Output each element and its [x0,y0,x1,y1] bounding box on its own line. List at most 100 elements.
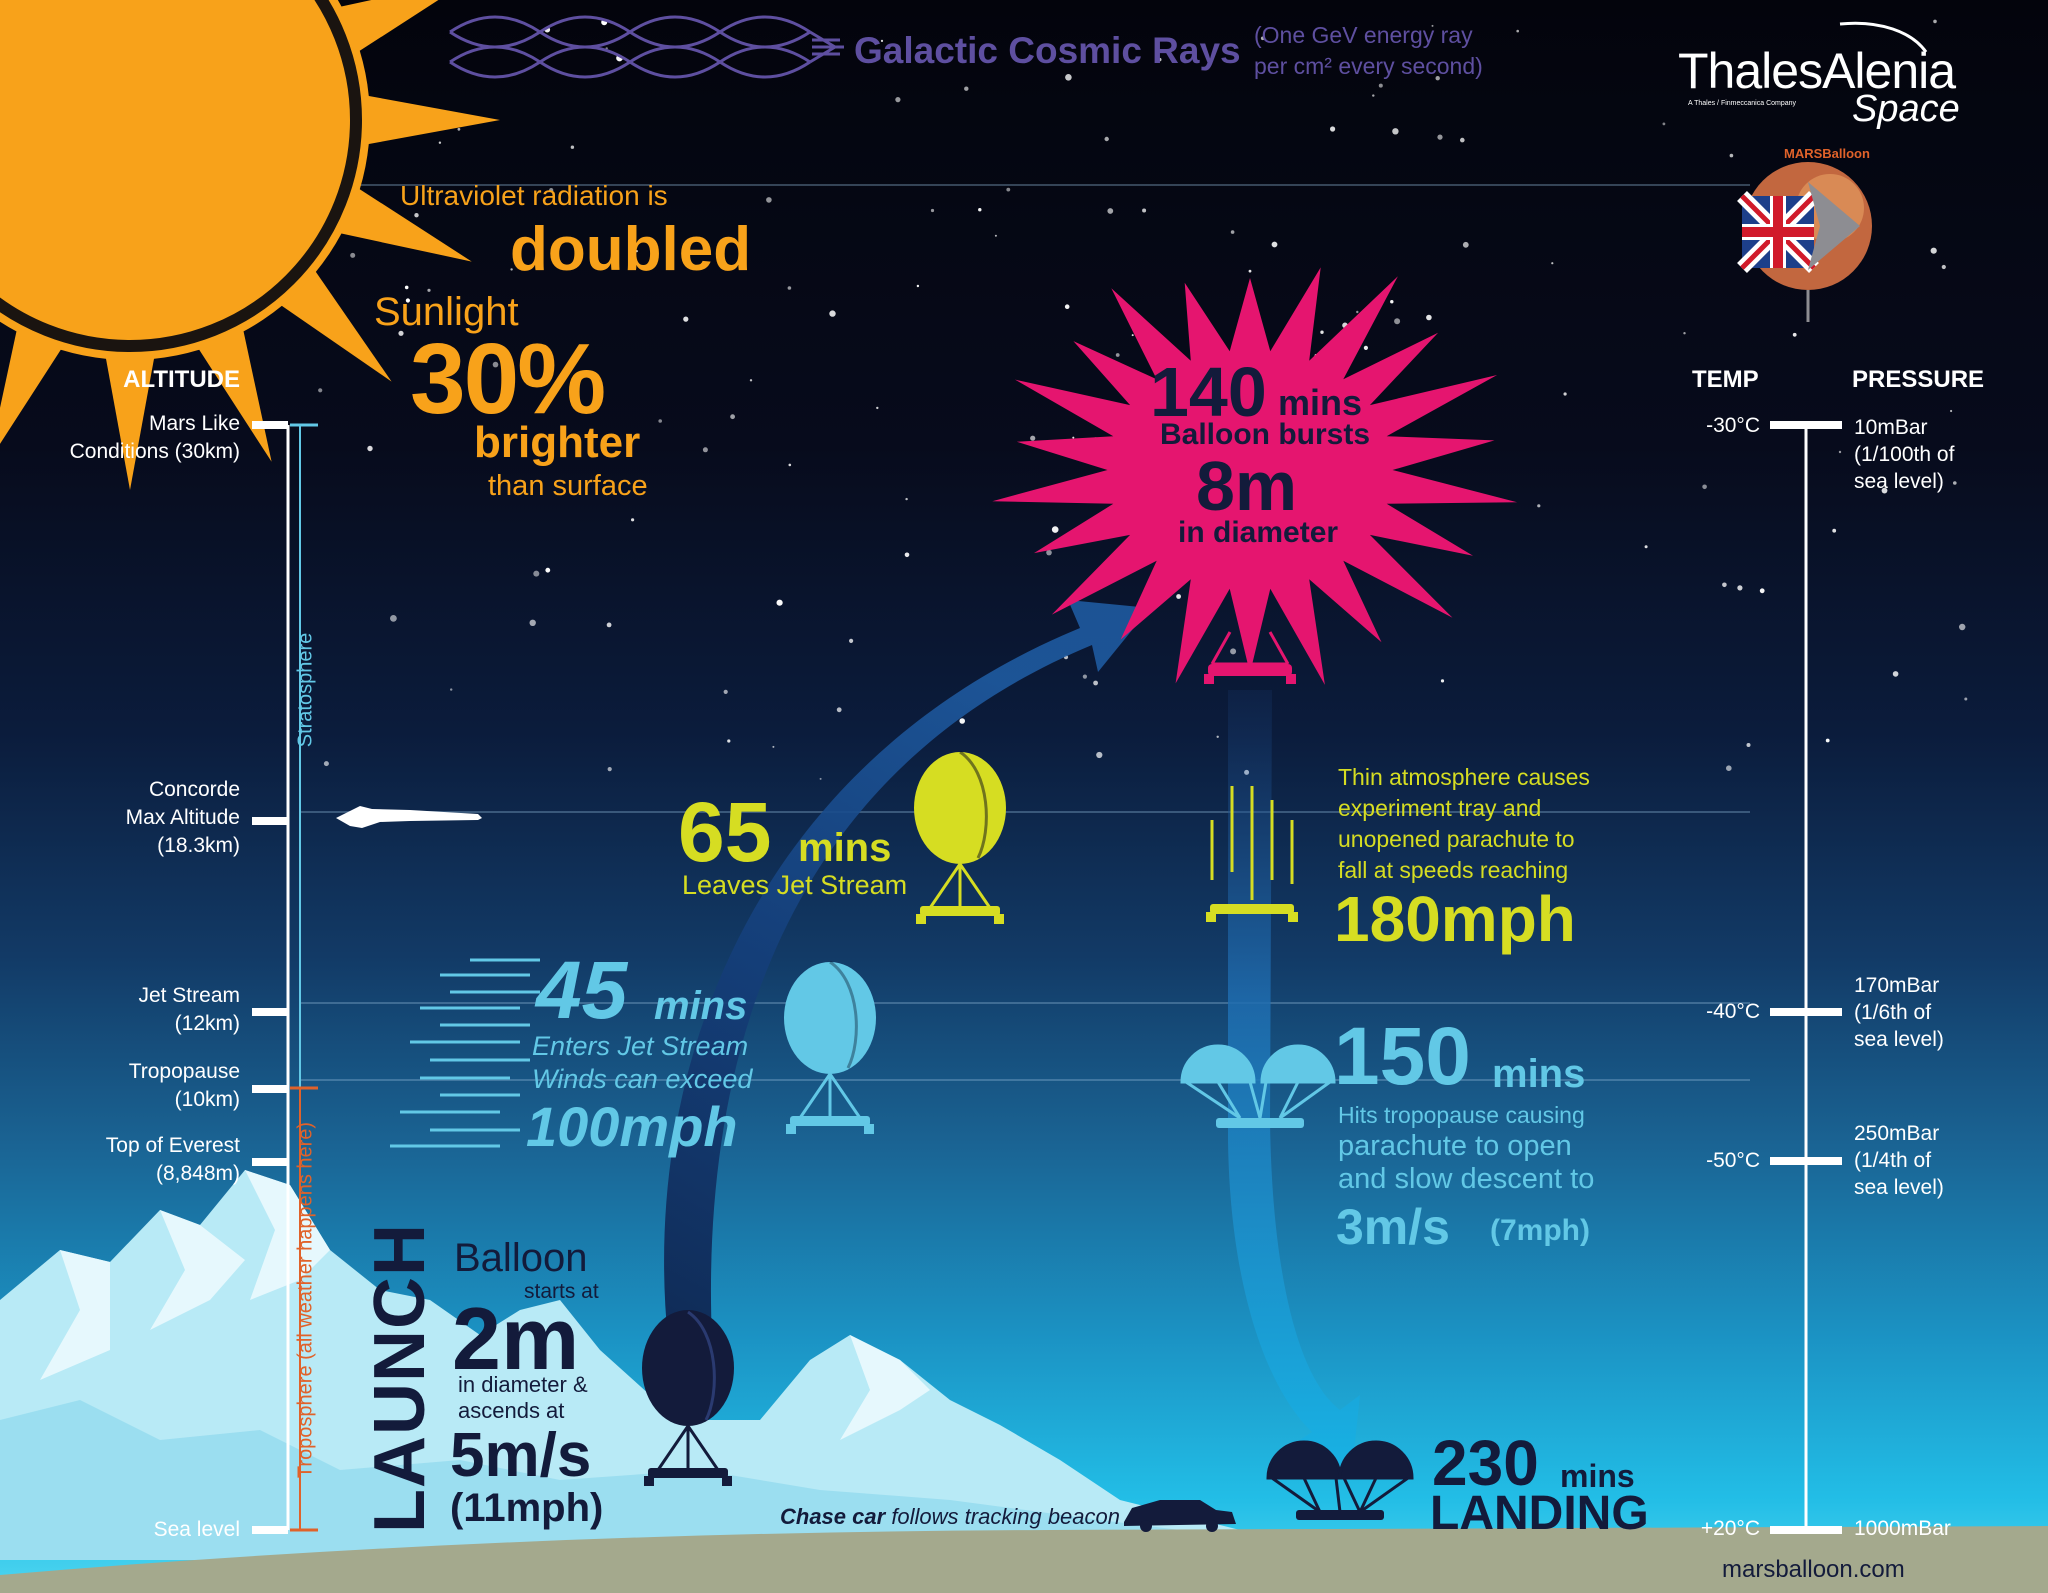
star [1072,436,1075,439]
stage-45-line1: Enters Jet Stream [532,1031,749,1061]
cosmic-rays-waves-icon [449,15,844,79]
star [904,552,910,558]
star [1392,128,1399,135]
star [1260,36,1265,41]
launch-description: in diameter & ascends at [458,1372,588,1424]
landing-unit: mins [1560,1458,1635,1494]
altitude-scale [252,421,318,1534]
altitude-marker-everest: Top of Everest (8,848m) [106,1132,240,1188]
brand-swoosh-icon [1839,21,1928,53]
marsballoon-badge-text: MARSBalloon [1784,146,1870,161]
star [727,739,731,743]
star [1158,57,1162,62]
star [545,567,551,573]
star [1006,187,1011,192]
stage-65-description: Leaves Jet Stream [682,870,908,900]
star [500,395,505,400]
stage-150-line1: Hits tropopause causing [1338,1102,1585,1128]
cosmic-rays-title: Galactic Cosmic Rays [854,30,1241,71]
star [1551,262,1554,265]
altitude-marker-everest-line2: (8,848m) [155,1162,240,1185]
star [1832,528,1837,533]
freefall-line1: Thin atmosphere causes [1338,764,1590,790]
launch-speed-mph: (11mph) [450,1486,604,1530]
stage-140-size: 8m [1196,447,1298,525]
stage-45-speed: 100mph [526,1095,738,1158]
jet-stream-wind-lines [390,958,540,1148]
star [1064,304,1070,310]
star [787,286,792,290]
star [1378,83,1383,88]
star [450,688,453,691]
stage-65-unit: mins [798,826,892,870]
balloon-burst-icon [992,267,1518,685]
star [905,497,908,501]
altitude-marker-mars: Mars Like Conditions (30km) [70,410,240,466]
star [635,250,638,253]
stage-140-unit: mins [1278,382,1363,423]
ascent-path-arrow [664,600,1150,1340]
star [880,39,884,43]
star [1046,549,1052,556]
temp-marker-everest: -50°C [1706,1149,1760,1172]
chase-car-rest: follows tracking beacon [891,1504,1120,1529]
star [1792,332,1797,337]
balloon-65-mins-icon [914,750,1006,924]
temp-marker-sea-level: +20°C [1700,1517,1760,1540]
pressure-marker-jet-stream-line3: sea level) [1854,1028,1944,1051]
stage-140-time: 140 [1150,353,1267,431]
star [730,414,735,420]
star [978,208,982,212]
star [405,298,410,303]
star [1930,247,1937,254]
freefall-speed: 180mph [1334,883,1576,955]
star [964,86,969,91]
star [1107,208,1114,214]
altitude-marker-everest-line1: Top of Everest [105,1134,240,1157]
altitude-heading: ALTITUDE [123,366,240,393]
stage-150-speed: 3m/s [1336,1199,1450,1255]
star [1330,126,1336,132]
atmosphere-level-lines [300,184,1750,1081]
altitude-marker-mars-line2: Conditions (30km) [69,440,240,463]
altitude-marker-tropopause-line1: Tropopause [128,1060,240,1083]
freefall-description: Thin atmosphere causes experiment tray a… [1338,762,1590,886]
star [427,288,431,292]
star [457,127,461,131]
star [1176,594,1181,599]
sun-ray [333,0,439,56]
star [1892,671,1899,677]
launch-vertical-label: LAUNCH [360,1223,440,1533]
star [438,141,442,144]
chase-car-icon [1124,1500,1236,1532]
pressure-marker-jet-stream: 170mBar (1/6th of sea level) [1854,972,1944,1053]
star [606,622,612,628]
star [1142,208,1147,213]
star [788,463,792,467]
altitude-marker-jet-stream-line2: (12km) [174,1012,240,1035]
star [367,445,373,452]
mountain-range [0,1170,1400,1560]
balloon-45-mins-icon [784,960,876,1134]
altitude-marker-sea-level: Sea level [154,1516,240,1544]
star [607,767,612,772]
star [702,447,708,453]
sunlight-brighter: brighter [474,418,641,467]
star [1390,300,1394,304]
star [749,379,753,382]
star [404,285,409,290]
stage-45-unit: mins [654,984,748,1028]
freefall-line4: fall at speeds reaching [1338,857,1569,883]
altitude-marker-concorde-line2: Max Altitude [125,806,240,829]
star [1702,484,1707,490]
star [522,354,529,361]
pressure-marker-everest: 250mBar (1/4th of sea level) [1854,1120,1944,1201]
star [1096,751,1103,759]
sunlight-suffix: than surface [488,470,648,502]
star [1838,450,1842,454]
cosmic-rays-note-line1: (One GeV energy ray [1254,22,1473,48]
star [398,330,404,336]
chase-car-caption: Chase car follows tracking beacon [780,1504,1120,1530]
website-link[interactable]: marsballoon.com [1722,1556,1905,1583]
star [1662,122,1666,126]
